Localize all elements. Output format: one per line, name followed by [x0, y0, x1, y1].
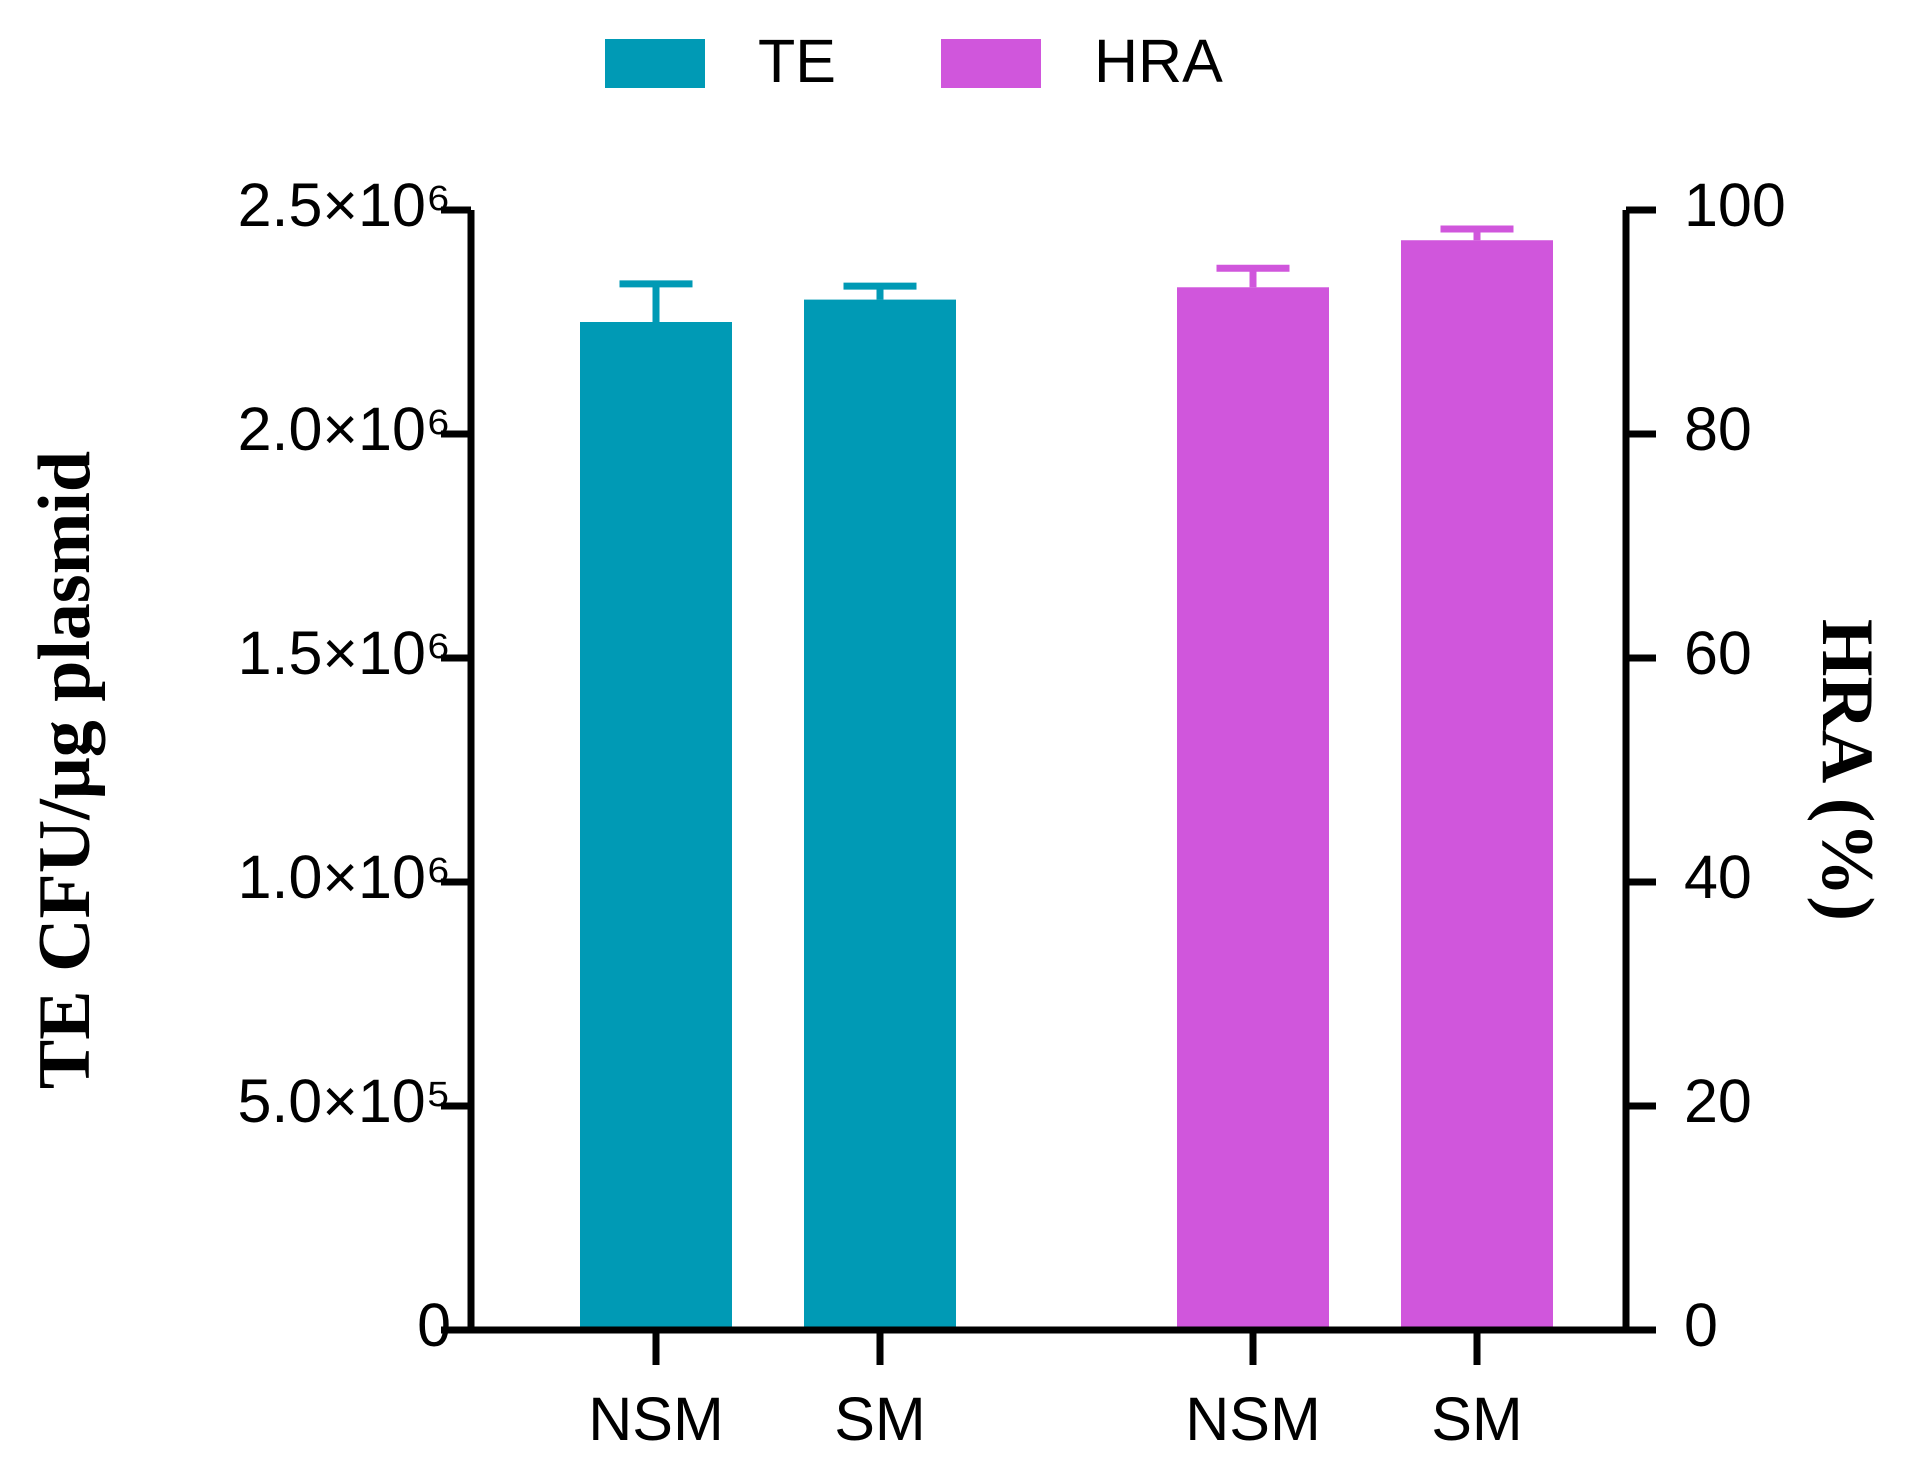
bar: [580, 322, 732, 1330]
error-bar: [619, 280, 693, 322]
y2-axis-title: HRA (%): [1806, 619, 1888, 921]
x-tick-label: SM: [834, 1385, 926, 1453]
y-tick-label: 2.5×10⁶: [238, 171, 451, 239]
error-bar: [1440, 225, 1514, 241]
y-tick-label: 0: [417, 1291, 451, 1359]
legend-swatch: [605, 39, 705, 88]
y2-tick-label: 20: [1684, 1067, 1752, 1135]
y-tick-label: 1.5×10⁶: [238, 619, 451, 687]
x-tick-label: NSM: [1185, 1385, 1321, 1453]
y-axis-title: TE CFU/μg plasmid: [24, 451, 106, 1089]
y2-tick-label: 80: [1684, 395, 1752, 463]
y-tick-label: 1.0×10⁶: [238, 843, 451, 911]
y2-tick-label: 40: [1684, 843, 1752, 911]
y-tick-label: 5.0×10⁵: [237, 1067, 451, 1135]
legend-label: TE: [758, 27, 836, 95]
y2-tick-label: 0: [1684, 1291, 1718, 1359]
x-tick-label: SM: [1431, 1385, 1523, 1453]
bar: [1401, 240, 1553, 1331]
legend-swatch: [941, 39, 1041, 88]
y2-tick-label: 100: [1684, 171, 1786, 239]
bar: [1177, 287, 1329, 1330]
y-tick-label: 2.0×10⁶: [238, 395, 451, 463]
x-tick-label: NSM: [588, 1385, 724, 1453]
legend-label: HRA: [1094, 27, 1223, 95]
error-bar: [1216, 264, 1290, 288]
error-bar: [843, 282, 917, 300]
bar: [804, 299, 956, 1331]
y2-tick-label: 60: [1684, 619, 1752, 687]
